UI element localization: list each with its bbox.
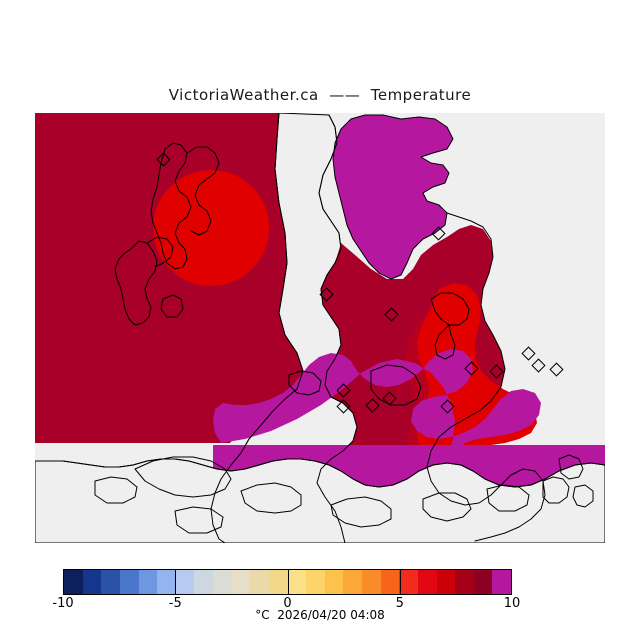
colorbar-caption: °C 2026/04/20 04:08 bbox=[255, 608, 385, 622]
colorbar-tick--5: -5 bbox=[168, 596, 182, 611]
diamond-marker[interactable] bbox=[156, 152, 171, 167]
coastline-south-island-c bbox=[330, 496, 392, 528]
field-red-northwest-blob bbox=[153, 170, 269, 286]
colorbar-swatch-8 bbox=[213, 570, 232, 594]
coastline-south-detail-b bbox=[422, 492, 472, 522]
colorbar-swatch-4 bbox=[138, 570, 158, 594]
temperature-map-panel[interactable] bbox=[35, 113, 605, 543]
field-crimson-east-transition bbox=[405, 311, 439, 475]
colorbar-swatch-14 bbox=[324, 570, 344, 594]
colorbar-swatch-18 bbox=[399, 570, 418, 594]
colorbar[interactable] bbox=[63, 569, 512, 595]
page-title: VictoriaWeather.ca —— Temperature bbox=[168, 86, 472, 104]
colorbar-swatch-17 bbox=[380, 570, 400, 594]
colorbar-swatch-10 bbox=[250, 570, 269, 594]
field-crimson-southwest bbox=[35, 363, 231, 443]
colorbar-swatch-21 bbox=[455, 570, 474, 594]
diamond-marker[interactable] bbox=[521, 346, 536, 361]
colorbar-swatch-9 bbox=[231, 570, 251, 594]
coastline-east bbox=[426, 212, 546, 542]
colorbar-swatch-22 bbox=[473, 570, 493, 594]
colorbar-tick-labels: -10 -5 0 5 10 bbox=[52, 596, 520, 612]
diamond-marker[interactable] bbox=[319, 287, 334, 302]
diamond-marker[interactable] bbox=[336, 399, 351, 414]
coastline-south-detail-d bbox=[174, 506, 224, 534]
diamond-marker[interactable] bbox=[431, 226, 446, 241]
diamond-marker[interactable] bbox=[549, 362, 564, 377]
coastline-peninsula-east bbox=[316, 114, 358, 543]
coastline-island-east-a bbox=[542, 476, 570, 504]
diamond-marker[interactable] bbox=[489, 364, 504, 379]
diamond-marker[interactable] bbox=[382, 391, 397, 406]
diamond-marker[interactable] bbox=[365, 398, 380, 413]
colorbar-divider bbox=[399, 569, 401, 595]
colorbar-swatch-6 bbox=[175, 570, 195, 594]
colorbar-tick-5: 5 bbox=[395, 596, 404, 611]
station-markers-group[interactable] bbox=[156, 152, 564, 414]
coastline-south-island-b bbox=[240, 482, 302, 514]
coastline-island-east-c bbox=[572, 484, 594, 508]
coastline-island-northwest-east-arm bbox=[186, 146, 220, 236]
colorbar-tick--10: -10 bbox=[52, 596, 74, 611]
coastline-south-inlet-a bbox=[288, 370, 322, 396]
colorbar-swatch-3 bbox=[119, 570, 139, 594]
coastline-island-northwest bbox=[150, 142, 192, 270]
colorbar-swatch-15 bbox=[343, 570, 362, 594]
coastline-island-west bbox=[114, 240, 158, 326]
colorbar-swatch-19 bbox=[417, 570, 437, 594]
colorbar-tick-0: 0 bbox=[283, 596, 292, 611]
colorbar-swatch-1 bbox=[82, 570, 102, 594]
colorbar-divider bbox=[175, 569, 177, 595]
colorbar-swatch-7 bbox=[194, 570, 213, 594]
diamond-marker[interactable] bbox=[464, 361, 479, 376]
coastline-south-detail-c bbox=[486, 484, 530, 512]
coastline-group bbox=[35, 113, 605, 543]
field-magenta-south bbox=[213, 349, 555, 531]
colorbar-tick-10: 10 bbox=[503, 596, 521, 611]
colorbar-swatch-5 bbox=[157, 570, 176, 594]
coastline-south-detail-a bbox=[94, 476, 138, 504]
coastline-south-bay bbox=[370, 364, 422, 406]
colorbar-swatch-0 bbox=[64, 570, 83, 594]
colorbar-divider bbox=[287, 569, 289, 595]
colorbar-swatch-16 bbox=[362, 570, 381, 594]
colorbar-swatch-23 bbox=[492, 570, 511, 594]
colorbar-swatch-12 bbox=[287, 570, 307, 594]
temperature-contour-map[interactable] bbox=[35, 113, 605, 543]
coastline-south-island-a bbox=[134, 456, 232, 498]
coastline-peninsula-west bbox=[210, 113, 304, 543]
diamond-marker[interactable] bbox=[336, 383, 351, 398]
coastline-lake-west bbox=[160, 294, 184, 318]
colorbar-swatch-20 bbox=[436, 570, 456, 594]
coastline-island-east-b bbox=[558, 454, 584, 480]
diamond-marker[interactable] bbox=[531, 358, 546, 373]
diamond-marker[interactable] bbox=[440, 399, 455, 414]
coastline-island-west-spur bbox=[146, 236, 174, 268]
colorbar-swatch-2 bbox=[101, 570, 120, 594]
diamond-marker[interactable] bbox=[384, 307, 399, 322]
coastline-northeast bbox=[332, 114, 454, 280]
colorbar-swatch-13 bbox=[306, 570, 325, 594]
colorbar-swatch-11 bbox=[268, 570, 288, 594]
coastline-lake-central bbox=[430, 292, 470, 326]
coastline-lake-central-tail bbox=[434, 324, 456, 360]
